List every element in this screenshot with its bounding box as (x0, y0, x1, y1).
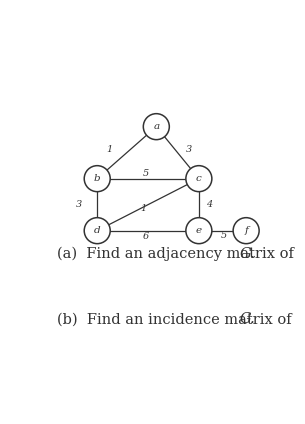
Text: 3: 3 (186, 145, 192, 153)
Text: G.: G. (240, 247, 256, 261)
Text: (b)  Find an incidence matrix of: (b) Find an incidence matrix of (57, 312, 296, 326)
Text: 3: 3 (76, 200, 83, 209)
Text: d: d (94, 226, 101, 235)
Text: 5: 5 (221, 232, 227, 240)
Text: 1: 1 (106, 145, 112, 153)
Text: c: c (196, 174, 202, 183)
Text: G.: G. (240, 312, 256, 326)
Text: f: f (244, 226, 248, 235)
Circle shape (186, 166, 212, 192)
Text: 5: 5 (142, 170, 149, 179)
Text: a: a (153, 122, 160, 131)
Text: 6: 6 (142, 232, 149, 241)
Text: b: b (94, 174, 101, 183)
Circle shape (233, 218, 259, 244)
Text: (a)  Find an adjacency matrix of: (a) Find an adjacency matrix of (57, 247, 299, 262)
Text: e: e (196, 226, 202, 235)
Circle shape (84, 166, 110, 192)
Text: 4: 4 (206, 200, 213, 209)
Circle shape (143, 114, 169, 139)
Text: 1: 1 (140, 204, 146, 213)
Circle shape (186, 218, 212, 244)
Circle shape (84, 218, 110, 244)
